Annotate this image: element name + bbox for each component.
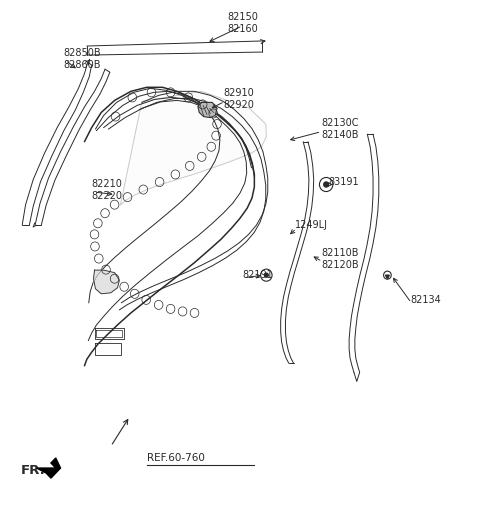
Text: 82191: 82191: [242, 270, 273, 280]
Text: 83191: 83191: [328, 177, 359, 187]
Text: FR.: FR.: [21, 464, 46, 477]
Text: 82910
82920: 82910 82920: [223, 88, 254, 110]
Text: 1249LJ: 1249LJ: [295, 220, 328, 230]
Text: 82110B
82120B: 82110B 82120B: [322, 247, 359, 270]
Text: 82850B
82860B: 82850B 82860B: [63, 47, 100, 70]
Polygon shape: [385, 275, 389, 279]
Text: 82210
82220: 82210 82220: [92, 179, 122, 200]
Polygon shape: [198, 103, 217, 118]
Text: 82134: 82134: [410, 295, 441, 306]
Circle shape: [324, 182, 328, 187]
Circle shape: [264, 273, 268, 277]
Text: 82130C
82140B: 82130C 82140B: [322, 118, 359, 140]
Text: 82150
82160: 82150 82160: [227, 12, 258, 34]
Polygon shape: [94, 270, 120, 294]
Polygon shape: [36, 458, 60, 478]
Polygon shape: [120, 91, 266, 205]
Text: REF.60-760: REF.60-760: [147, 453, 204, 463]
